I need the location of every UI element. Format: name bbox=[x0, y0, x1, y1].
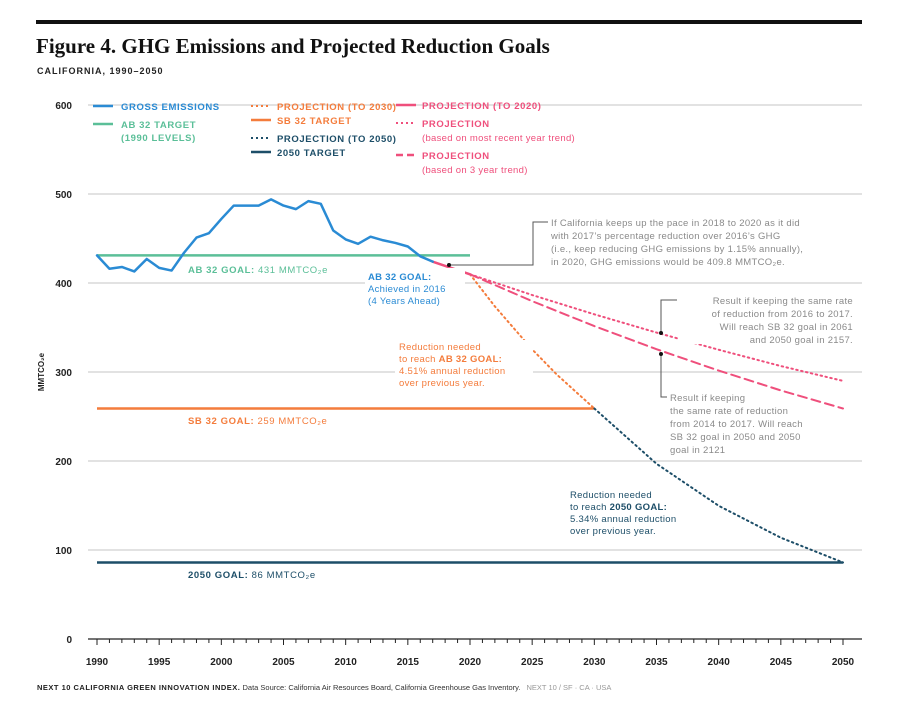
svg-text:If California keeps up the pac: If California keeps up the pace in 2018 … bbox=[551, 218, 800, 229]
x-tick-label: 2020 bbox=[459, 657, 482, 668]
annotation-three-year-trend: Result if keeping the same rate of reduc… bbox=[659, 352, 803, 456]
legend-gross: GROSS EMISSIONS bbox=[121, 102, 220, 113]
x-tick-label: 2025 bbox=[521, 657, 544, 668]
legend-proj2030: PROJECTION (TO 2030) bbox=[277, 102, 397, 113]
legend-3yr: PROJECTION bbox=[422, 151, 490, 162]
chart-marks bbox=[95, 198, 844, 564]
svg-text:(4 Years Ahead): (4 Years Ahead) bbox=[368, 296, 440, 307]
x-tick-label: 2045 bbox=[770, 657, 793, 668]
svg-text:Reduction needed: Reduction needed bbox=[399, 342, 481, 353]
marker-2018 bbox=[447, 263, 451, 267]
annotation-ab32-needed: Reduction needed to reach AB 32 GOAL: 4.… bbox=[395, 340, 533, 390]
svg-text:and 2050 goal in 2157.: and 2050 goal in 2157. bbox=[750, 335, 853, 346]
x-tick-label: 2050 bbox=[832, 657, 855, 668]
svg-text:AB 32 GOAL:: AB 32 GOAL: bbox=[368, 272, 431, 283]
y-tick-label: 300 bbox=[55, 368, 72, 379]
series-line bbox=[95, 198, 434, 273]
annotation-2050-needed: Reduction needed to reach 2050 GOAL: 5.3… bbox=[570, 490, 676, 537]
footer-location: NEXT 10 / SF · CA · USA bbox=[526, 683, 612, 692]
x-tick-label: 2010 bbox=[335, 657, 358, 668]
svg-text:with 2017’s percentage reducti: with 2017’s percentage reduction over 20… bbox=[550, 231, 781, 242]
top-rule bbox=[36, 20, 862, 24]
annotation-recent-trend: Result if keeping the same rate of reduc… bbox=[659, 292, 860, 346]
ab32-goal-label: AB 32 GOAL: 431 MMTCO₂e bbox=[188, 265, 328, 276]
svg-text:Reduction needed: Reduction needed bbox=[570, 490, 652, 501]
target-labels: AB 32 GOAL: 431 MMTCO₂e SB 32 GOAL: 259 … bbox=[184, 262, 354, 581]
svg-text:from 2014 to 2017. Will reach: from 2014 to 2017. Will reach bbox=[670, 419, 803, 430]
svg-text:Achieved in 2016: Achieved in 2016 bbox=[368, 284, 446, 295]
y-tick-label: 0 bbox=[66, 635, 72, 646]
x-tick-label: 1990 bbox=[86, 657, 109, 668]
svg-text:the same rate of reduction: the same rate of reduction bbox=[670, 406, 788, 417]
y-axis-label: MMTCO₂e bbox=[37, 352, 46, 391]
legend-proj2020: PROJECTION (TO 2020) bbox=[422, 101, 542, 112]
svg-text:Will reach SB 32 goal in 2061: Will reach SB 32 goal in 2061 bbox=[720, 322, 853, 333]
x-tick-label: 2015 bbox=[397, 657, 420, 668]
series-line bbox=[593, 407, 844, 564]
svg-text:SB 32 goal in 2050 and 2050: SB 32 goal in 2050 and 2050 bbox=[670, 432, 801, 443]
svg-text:4.51% annual reduction: 4.51% annual reduction bbox=[399, 366, 505, 377]
y-tick-label: 500 bbox=[55, 190, 72, 201]
legend: GROSS EMISSIONS AB 32 TARGET (1990 LEVEL… bbox=[93, 101, 575, 176]
svg-text:goal in 2121: goal in 2121 bbox=[670, 445, 725, 456]
figure-title: Figure 4. GHG Emissions and Projected Re… bbox=[36, 34, 550, 58]
goal-2050-label: 2050 GOAL: 86 MMTCO₂e bbox=[188, 570, 316, 581]
svg-text:over previous year.: over previous year. bbox=[399, 378, 485, 389]
legend-ab32-sub: (1990 LEVELS) bbox=[121, 133, 196, 144]
footer-brand: NEXT 10 CALIFORNIA GREEN INNOVATION INDE… bbox=[37, 683, 241, 692]
legend-recent-sub: (based on most recent year trend) bbox=[422, 133, 575, 144]
svg-text:over previous year.: over previous year. bbox=[570, 526, 656, 537]
legend-sb32: SB 32 TARGET bbox=[277, 116, 352, 127]
legend-proj2050: PROJECTION (TO 2050) bbox=[277, 134, 397, 145]
y-tick-label: 600 bbox=[55, 101, 72, 112]
annotation-ab32-achieved: AB 32 GOAL: Achieved in 2016 (4 Years Ah… bbox=[365, 268, 465, 307]
legend-3yr-sub: (based on 3 year trend) bbox=[422, 165, 528, 176]
x-tick-label: 2040 bbox=[708, 657, 731, 668]
x-tick-label: 2030 bbox=[583, 657, 606, 668]
svg-text:Result if keeping: Result if keeping bbox=[670, 393, 745, 404]
svg-text:in 2020, GHG emissions would b: in 2020, GHG emissions would be 409.8 MM… bbox=[551, 257, 785, 268]
x-tick-label: 2035 bbox=[645, 657, 668, 668]
footer-source: Data Source: California Air Resources Bo… bbox=[242, 683, 521, 692]
svg-text:(i.e., keep reducing GHG emiss: (i.e., keep reducing GHG emissions by 1.… bbox=[551, 244, 803, 255]
svg-text:5.34% annual reduction: 5.34% annual reduction bbox=[570, 514, 676, 525]
svg-text:to reach AB 32 GOAL:: to reach AB 32 GOAL: bbox=[399, 354, 502, 365]
y-tick-label: 200 bbox=[55, 457, 72, 468]
legend-ab32: AB 32 TARGET bbox=[121, 120, 196, 131]
footer: NEXT 10 CALIFORNIA GREEN INNOVATION INDE… bbox=[37, 683, 611, 692]
y-tick-label: 100 bbox=[55, 546, 72, 557]
legend-2050: 2050 TARGET bbox=[277, 148, 346, 159]
svg-text:of reduction from 2016 to 2017: of reduction from 2016 to 2017. bbox=[712, 309, 853, 320]
svg-text:Result if keeping the same rat: Result if keeping the same rate bbox=[713, 296, 853, 307]
legend-recent: PROJECTION bbox=[422, 119, 490, 130]
x-tick-label: 2005 bbox=[272, 657, 295, 668]
x-tick-label: 2000 bbox=[210, 657, 233, 668]
y-tick-label: 400 bbox=[55, 279, 72, 290]
svg-text:to reach 2050 GOAL:: to reach 2050 GOAL: bbox=[570, 502, 667, 513]
grid: 0 100 200 300 400 500 600 1990 1995 2000 2005 2010 2… bbox=[55, 101, 862, 668]
annotation-pace-2020: If California keeps up the pace in 2018 … bbox=[447, 212, 850, 270]
x-tick-label: 1995 bbox=[148, 657, 171, 668]
series-line bbox=[469, 273, 596, 410]
sb32-goal-label: SB 32 GOAL: 259 MMTCO₂e bbox=[188, 416, 327, 427]
figure-subtitle: CALIFORNIA, 1990–2050 bbox=[37, 66, 164, 76]
